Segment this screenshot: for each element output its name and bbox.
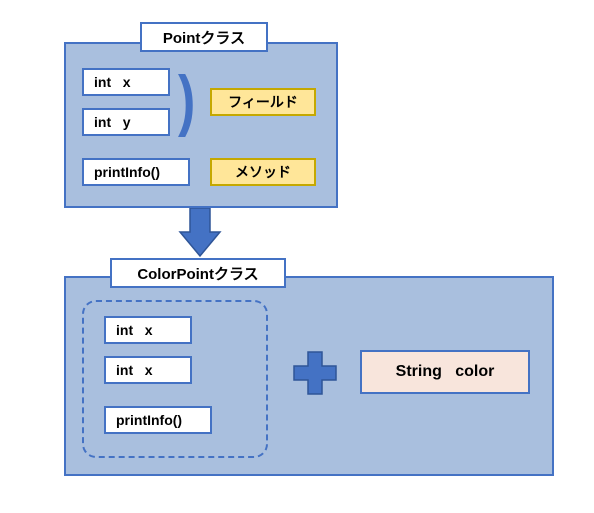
plus-icon [290, 348, 340, 398]
diagram-canvas: Pointクラス int x int y printInfo() ) フィールド… [0, 0, 594, 513]
colorpoint-field-color: String color [360, 350, 530, 394]
inheritance-arrow-icon [176, 208, 224, 258]
colorpoint-class-title: ColorPointクラス [110, 258, 286, 288]
fields-tag: フィールド [210, 88, 316, 116]
point-class-title: Pointクラス [140, 22, 268, 52]
method-tag: メソッド [210, 158, 316, 186]
point-field-y: int y [82, 108, 170, 136]
point-method-printinfo: printInfo() [82, 158, 190, 186]
colorpoint-field-x1: int x [104, 316, 192, 344]
colorpoint-method-printinfo: printInfo() [104, 406, 212, 434]
brace-icon: ) [178, 62, 195, 140]
point-field-x: int x [82, 68, 170, 96]
colorpoint-field-x2: int x [104, 356, 192, 384]
